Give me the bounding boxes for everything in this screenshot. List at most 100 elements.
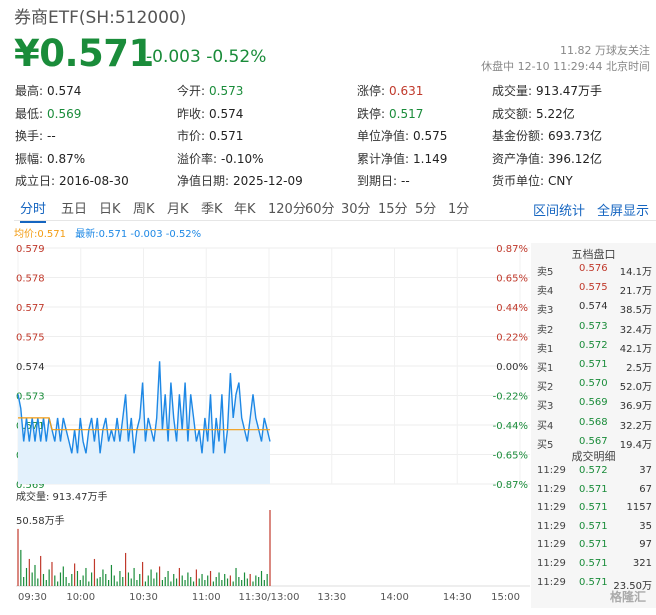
ask-row: 卖5 0.576 14.1万 <box>531 263 656 282</box>
price-tick-label: 0.575 <box>16 333 45 344</box>
book-price: 0.575 <box>579 282 608 294</box>
stat-value: 0.87% <box>47 151 86 166</box>
fullscreen-button[interactable]: 全屏显示 <box>597 204 650 219</box>
tab-6[interactable]: 季K <box>201 202 223 217</box>
tab-10[interactable]: 30分 <box>341 202 371 217</box>
book-price: 0.573 <box>579 320 608 332</box>
time-tick-label: 10:30 <box>129 592 158 603</box>
book-level-label: 卖2 <box>537 324 554 336</box>
book-price: 0.570 <box>579 378 608 390</box>
trade-time: 11:29 <box>537 576 566 588</box>
orderbook-title: 五档盘口 <box>571 248 616 261</box>
tab-7[interactable]: 年K <box>234 202 256 217</box>
tab-12[interactable]: 5分 <box>415 202 437 217</box>
stat-value: 693.73亿 <box>548 129 603 143</box>
last-value: 0.571 -0.003 -0.52% <box>98 229 202 240</box>
ask-row: 卖2 0.573 32.4万 <box>531 321 656 340</box>
time-tick-label: 14:00 <box>380 592 409 603</box>
tab-11[interactable]: 15分 <box>378 202 408 217</box>
stat-label: 最高: <box>15 84 44 98</box>
book-level-label: 卖3 <box>537 305 554 317</box>
stat-value: 0.574 <box>209 106 244 121</box>
range-stats-button[interactable]: 区间统计 <box>533 204 586 219</box>
pct-tick-label: -0.44% <box>493 421 528 432</box>
pct-tick-label: 0.44% <box>496 303 528 314</box>
stat-value: -- <box>47 129 56 143</box>
intraday-chart[interactable]: 0.5790.5780.5770.5750.5740.5730.5710.570… <box>0 238 531 608</box>
time-tick-label: 11:00 <box>192 592 221 603</box>
stat-value: 0.631 <box>389 84 424 98</box>
trade-price: 0.571 <box>579 539 608 551</box>
book-volume: 2.5万 <box>626 363 652 374</box>
pct-tick-label: 0.22% <box>496 333 528 344</box>
price-tick-label: 0.578 <box>16 274 45 285</box>
volume-label: 成交量: 913.47万手 <box>16 490 108 503</box>
trade-price: 0.571 <box>579 576 608 588</box>
pct-tick-label: -0.22% <box>493 392 528 403</box>
pct-tick-label: -0.65% <box>493 451 528 462</box>
average-line <box>18 417 270 431</box>
trade-row: 11:29 0.571 67 <box>531 484 656 503</box>
volume-max-label: 50.58万手 <box>16 514 65 527</box>
tab-8[interactable]: 120分 <box>268 202 306 217</box>
stat-label: 昨收: <box>177 106 206 121</box>
stat-cell: 到期日: -- <box>357 172 410 189</box>
time-tick-label: 15:00 <box>491 592 520 603</box>
stat-value: -0.10% <box>221 151 264 166</box>
book-price: 0.569 <box>579 397 608 409</box>
tab-13[interactable]: 1分 <box>448 202 470 217</box>
book-volume: 42.1万 <box>619 343 652 355</box>
book-price: 0.567 <box>579 435 608 447</box>
stat-label: 溢价率: <box>177 151 218 166</box>
book-level-label: 卖1 <box>537 343 554 355</box>
trade-volume: 23.50万 <box>613 580 652 592</box>
tab-1[interactable]: 分时 <box>20 198 47 223</box>
stat-value: 0.571 <box>209 129 244 143</box>
tab-9[interactable]: 60分 <box>305 202 335 217</box>
tab-3[interactable]: 日K <box>99 202 121 217</box>
stat-cell: 振幅: 0.87% <box>15 150 85 167</box>
stat-label: 基金份额: <box>492 129 545 143</box>
stat-cell: 资产净值: 396.12亿 <box>492 150 602 167</box>
stat-cell: 净值日期: 2025-12-09 <box>177 172 303 189</box>
stat-label: 到期日: <box>357 174 398 188</box>
time-tick-label: 11:30/13:00 <box>238 592 299 603</box>
stat-cell: 成交量: 913.47万手 <box>492 82 602 99</box>
trades-title: 成交明细 <box>571 450 616 463</box>
page-title: 券商ETF(SH:512000) <box>14 8 187 28</box>
tab-5[interactable]: 月K <box>167 202 189 217</box>
price-tick-label: 0.579 <box>16 244 45 255</box>
stat-label: 跌停: <box>357 106 386 121</box>
trade-volume: 321 <box>632 558 652 569</box>
ask-row: 卖4 0.575 21.7万 <box>531 282 656 301</box>
trade-time: 11:29 <box>537 465 566 476</box>
book-level-label: 卖4 <box>537 286 554 298</box>
stats-row: 最高: 0.574 今开: 0.573 涨停: 0.631 成交量: 913.47万手 <box>15 82 655 104</box>
stat-label: 振幅: <box>15 151 44 166</box>
trade-volume: 35 <box>639 520 652 532</box>
stat-value: 2016-08-30 <box>59 174 129 188</box>
book-level-label: 买1 <box>537 363 554 374</box>
trade-row: 11:29 0.571 97 <box>531 539 656 558</box>
market-status: 休盘中 12-10 11:29:44 北京时间 <box>481 60 650 73</box>
stats-row: 换手: -- 市价: 0.571 单位净值: 0.575 基金份额: 693.73亿 <box>15 127 655 149</box>
trade-time: 11:29 <box>537 558 566 569</box>
book-volume: 32.4万 <box>619 324 652 336</box>
stat-value: 0.573 <box>209 84 244 98</box>
last-label: 最新: <box>75 229 99 240</box>
pct-tick-label: 0.87% <box>496 244 528 255</box>
stat-cell: 市价: 0.571 <box>177 127 243 144</box>
book-level-label: 买2 <box>537 382 554 394</box>
stat-value: 0.575 <box>413 129 448 143</box>
tab-2[interactable]: 五日 <box>61 202 88 217</box>
tab-4[interactable]: 周K <box>133 202 155 217</box>
stat-cell: 跌停: 0.517 <box>357 105 423 122</box>
followers-count[interactable]: 11.82 万球友关注 <box>560 44 650 57</box>
stat-cell: 最高: 0.574 <box>15 82 81 99</box>
stat-label: 成交额: <box>492 106 533 121</box>
trade-price: 0.572 <box>579 465 608 476</box>
period-tabs: 分时 五日 日K 周K 月K 季K 年K 120分 60分 30分 15分 5分 1分 <box>14 198 514 223</box>
order-book: 五档盘口 卖5 0.576 14.1万 卖4 0.575 21.7万 卖3 0.574 38.5万… <box>531 243 656 608</box>
trade-row: 11:29 0.572 37 <box>531 465 656 484</box>
stat-label: 成交量: <box>492 84 533 98</box>
